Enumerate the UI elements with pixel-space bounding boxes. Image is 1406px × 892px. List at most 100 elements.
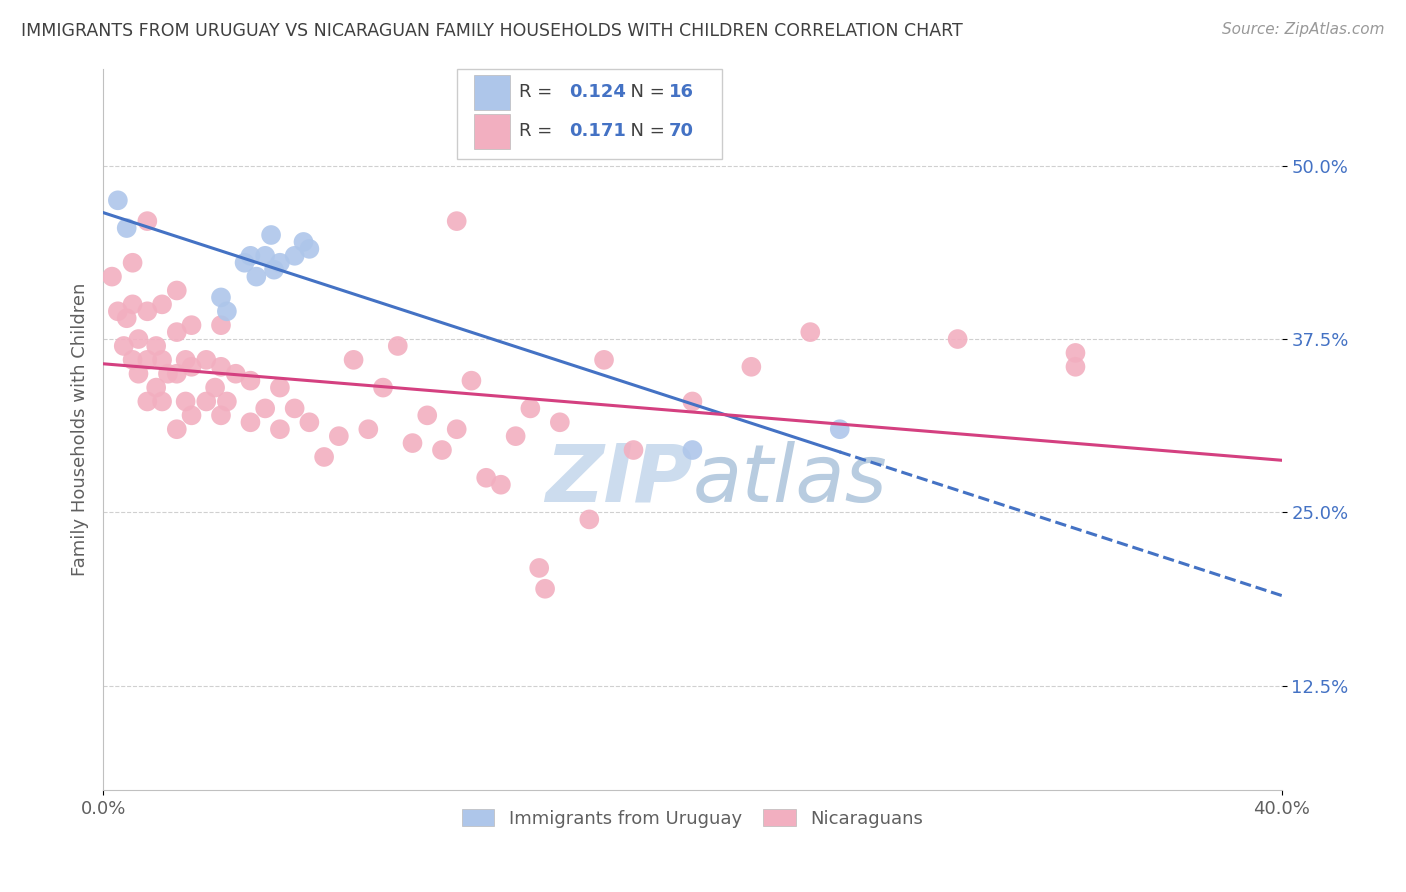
Point <box>681 394 703 409</box>
Point <box>225 367 247 381</box>
Text: N =: N = <box>620 83 671 102</box>
Point <box>195 352 218 367</box>
Point <box>371 381 394 395</box>
Point <box>145 339 167 353</box>
Point <box>298 242 321 256</box>
Point <box>127 332 149 346</box>
FancyBboxPatch shape <box>474 75 510 110</box>
Point <box>740 359 762 374</box>
Point <box>239 249 262 263</box>
Point <box>239 374 262 388</box>
Point <box>156 367 179 381</box>
Point <box>446 422 468 436</box>
Point <box>269 256 291 270</box>
Point <box>1064 359 1087 374</box>
Point <box>121 256 143 270</box>
Point <box>548 415 571 429</box>
Point <box>215 304 238 318</box>
Y-axis label: Family Households with Children: Family Households with Children <box>72 283 89 576</box>
Point <box>180 409 202 423</box>
Legend: Immigrants from Uruguay, Nicaraguans: Immigrants from Uruguay, Nicaraguans <box>454 802 931 835</box>
Point <box>239 415 262 429</box>
Point <box>150 297 173 311</box>
Point <box>1064 346 1087 360</box>
Point <box>260 227 283 242</box>
Point <box>298 415 321 429</box>
Point <box>799 325 821 339</box>
Point <box>174 394 197 409</box>
Point <box>430 443 453 458</box>
Point <box>166 284 188 298</box>
Point <box>623 443 645 458</box>
Point <box>534 582 557 596</box>
Point <box>127 367 149 381</box>
Point <box>314 450 336 464</box>
Point <box>150 352 173 367</box>
Text: Source: ZipAtlas.com: Source: ZipAtlas.com <box>1222 22 1385 37</box>
Point <box>166 367 188 381</box>
Text: 0.124: 0.124 <box>568 83 626 102</box>
Point <box>115 311 138 326</box>
Point <box>416 409 439 423</box>
Point <box>475 471 498 485</box>
FancyBboxPatch shape <box>474 114 510 149</box>
Point <box>254 401 277 416</box>
Point <box>180 318 202 333</box>
Point <box>195 394 218 409</box>
Point <box>204 381 226 395</box>
Point <box>519 401 541 416</box>
Text: R =: R = <box>519 83 558 102</box>
Point <box>136 214 159 228</box>
Point <box>357 422 380 436</box>
Point <box>180 359 202 374</box>
Point <box>174 352 197 367</box>
Point <box>263 262 285 277</box>
Point <box>107 304 129 318</box>
Text: 0.171: 0.171 <box>568 122 626 140</box>
Point <box>166 422 188 436</box>
Text: 16: 16 <box>669 83 693 102</box>
Point <box>284 401 307 416</box>
Point <box>245 269 267 284</box>
Point <box>254 249 277 263</box>
Point <box>209 359 232 374</box>
Point <box>136 352 159 367</box>
Point <box>145 381 167 395</box>
Point <box>578 512 600 526</box>
Text: R =: R = <box>519 122 558 140</box>
Point <box>284 249 307 263</box>
Point <box>115 221 138 235</box>
Point <box>828 422 851 436</box>
Point <box>136 304 159 318</box>
Point <box>292 235 315 249</box>
Point <box>460 374 482 388</box>
Text: atlas: atlas <box>692 441 887 519</box>
Point <box>121 352 143 367</box>
Point <box>489 477 512 491</box>
Text: N =: N = <box>620 122 671 140</box>
Point <box>269 381 291 395</box>
Point <box>209 318 232 333</box>
Point <box>121 297 143 311</box>
Point <box>505 429 527 443</box>
Point <box>112 339 135 353</box>
Point <box>529 561 551 575</box>
Point <box>209 290 232 304</box>
Point <box>101 269 124 284</box>
Point <box>328 429 350 443</box>
Point <box>166 325 188 339</box>
Point <box>681 443 703 458</box>
Point <box>209 409 232 423</box>
Text: 70: 70 <box>669 122 693 140</box>
Point <box>401 436 423 450</box>
Point <box>593 352 616 367</box>
Point <box>446 214 468 228</box>
Point <box>107 194 129 208</box>
Point <box>342 352 364 367</box>
Text: IMMIGRANTS FROM URUGUAY VS NICARAGUAN FAMILY HOUSEHOLDS WITH CHILDREN CORRELATIO: IMMIGRANTS FROM URUGUAY VS NICARAGUAN FA… <box>21 22 963 40</box>
Point <box>136 394 159 409</box>
Point <box>946 332 969 346</box>
Point <box>387 339 409 353</box>
Point <box>150 394 173 409</box>
FancyBboxPatch shape <box>457 69 721 159</box>
